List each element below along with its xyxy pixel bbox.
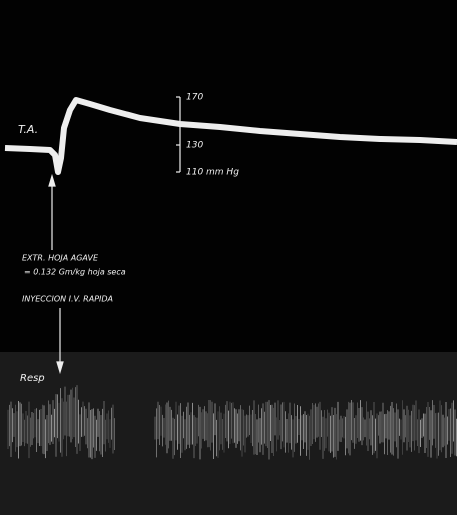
scale-tick: 130 [186,141,203,151]
kymograph-figure: 170 130 110 mm Hg T.A. EXTR. HOJA AGAVE … [0,0,457,515]
scale-tick: 110 mm Hg [186,168,239,178]
trace-label: T.A. [18,123,38,136]
annotation-line: EXTR. HOJA AGAVE [22,254,99,263]
annotation-line: INYECCION I.V. RAPIDA [22,295,113,304]
scale-tick: 170 [186,93,203,103]
annotation-line: = 0.132 Gm/kg hoja seca [24,268,126,277]
resp-label: Resp [20,373,45,384]
